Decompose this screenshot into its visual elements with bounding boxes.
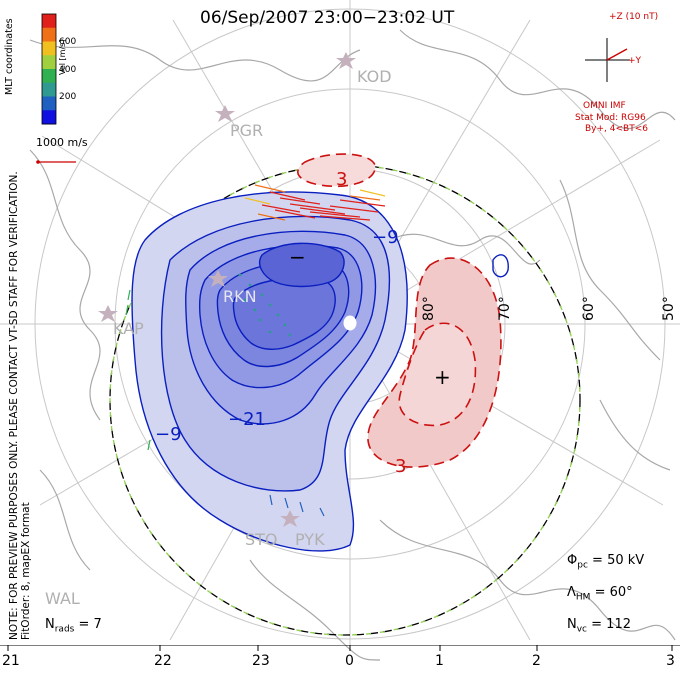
- mlt-tick-22: 22: [154, 653, 172, 669]
- scale-vector: [36, 160, 76, 164]
- colorbar-swatch: [42, 27, 56, 42]
- positive-potential-cell: [297, 153, 502, 468]
- imf-conditions: By+, 4<BT<6: [585, 124, 648, 134]
- colorbar-frame: [41, 13, 57, 125]
- imf-dial: [585, 38, 630, 82]
- contour-label-neg-1: −9: [372, 227, 399, 248]
- imf-model: Stat Mod: RG96: [575, 113, 646, 123]
- contour-label-neg-2: −21: [228, 409, 266, 430]
- contour-label-neg-3: −9: [155, 424, 182, 445]
- colorbar-swatch: [42, 41, 56, 56]
- colorbar-swatch: [42, 82, 56, 97]
- station-label-kap: KAP: [113, 319, 144, 338]
- vector-count: Nvc = 112: [567, 617, 631, 635]
- mlt-tick-21: 21: [2, 653, 20, 669]
- contour-label-pos-1: 3: [336, 169, 347, 190]
- imf-y-axis-label: +Y: [628, 56, 642, 66]
- preview-note: NOTE: FOR PREVIEW PURPOSES ONLY. PLEASE …: [8, 171, 32, 640]
- latitude-label-80: 80°: [421, 296, 437, 321]
- mlt-tick-23: 23: [252, 653, 270, 669]
- x-axis-ticks: [0, 645, 680, 651]
- station-label-pgr: PGR: [230, 121, 263, 140]
- station-label-rkn: RKN: [223, 287, 257, 306]
- colorbar-swatch: [42, 69, 56, 84]
- velocity-colorbar: [41, 13, 57, 125]
- mlt-tick-0: 0: [345, 653, 354, 669]
- imf-z-axis-label: +Z (10 nT): [609, 12, 659, 22]
- negative-potential-cell: [131, 191, 408, 552]
- preview-note-line2: FitOrder: 8, mapEX format: [20, 502, 32, 640]
- station-label-wal: WAL: [45, 589, 80, 608]
- scale-vector-label: 1000 m/s: [36, 136, 88, 149]
- colorbar-tick-600: 600: [59, 37, 77, 47]
- station-label-pyk: PYK: [295, 530, 325, 549]
- mlt-tick-1: 1: [435, 653, 444, 669]
- imf-title: OMNI IMF: [583, 101, 626, 111]
- cross-polar-cap-potential: Φpc = 50 kV: [567, 553, 645, 571]
- preview-note-line1: NOTE: FOR PREVIEW PURPOSES ONLY. PLEASE …: [8, 171, 20, 640]
- map-title: 06/Sep/2007 23:00−23:02 UT: [200, 8, 455, 28]
- radar-count: Nrads = 7: [45, 617, 102, 635]
- latitude-label-50: 50°: [661, 296, 677, 321]
- coastlines: [29, 29, 676, 661]
- mlt-tick-2: 2: [532, 653, 541, 669]
- colorbar-swatch: [42, 96, 56, 111]
- station-label-kod: KOD: [357, 67, 392, 86]
- colorbar-title: MLT coordinates: [4, 18, 15, 95]
- mlt-tick-3: 3: [666, 653, 675, 669]
- contour-label-pos-2: 3: [395, 456, 406, 477]
- potential-min-marker: −: [289, 245, 306, 269]
- latitude-label-70: 70°: [497, 296, 513, 321]
- potential-max-marker: +: [434, 365, 451, 389]
- station-markers: [98, 52, 356, 527]
- colorbar-tick-200: 200: [59, 92, 77, 102]
- colorbar-swatch: [42, 55, 56, 70]
- colorbar-swatch: [42, 14, 56, 29]
- colorbar-tick-400: 400: [59, 65, 77, 75]
- station-label-sto: STO: [245, 530, 278, 549]
- latitude-label-60: 60°: [581, 296, 597, 321]
- hm-boundary-latitude: ΛHM = 60°: [567, 585, 633, 603]
- colorbar-swatch: [42, 110, 56, 125]
- velocity-vectors: [125, 184, 386, 517]
